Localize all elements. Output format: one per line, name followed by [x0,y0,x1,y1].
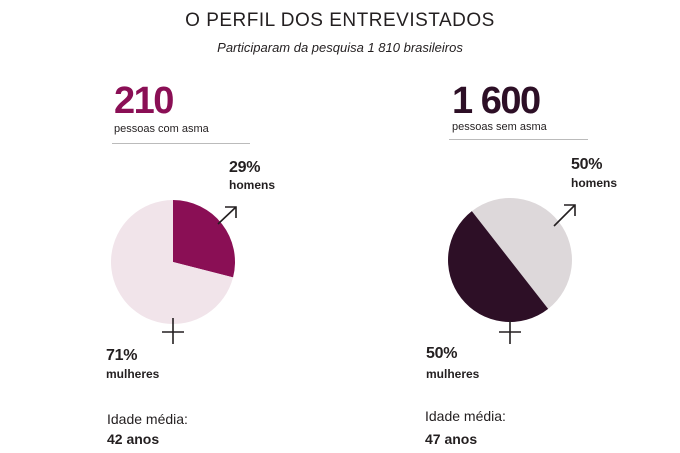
no-asthma-pie [448,198,572,322]
asthma-age-label: Idade média: [107,411,188,427]
no-asthma-women-label: mulheres [426,367,480,381]
no-asthma-men-label: homens [571,176,618,190]
asthma-count: 210 [114,80,174,122]
male-symbol-icon [217,206,237,225]
no-asthma-count-label: pessoas sem asma [452,121,547,133]
divider [112,143,250,144]
asthma-pie [110,200,235,324]
male-symbol-icon [553,204,576,227]
asthma-count-label: pessoas com asma [114,123,209,135]
asthma-men-slice [173,200,235,278]
no-asthma-age-label: Idade média: [425,408,506,424]
no-asthma-men-slice [471,198,572,309]
no-asthma-age-value: 47 anos [425,431,478,447]
asthma-men-value: 29% [229,159,261,176]
chart-subtitle: Participaram da pesquisa 1 810 brasileir… [217,40,463,55]
asthma-women-slice [110,200,234,324]
no-asthma-count: 1 600 [452,80,541,122]
no-asthma-men-value: 50% [571,156,603,173]
female-symbol-icon [162,318,184,344]
chart-title: O PERFIL DOS ENTREVISTADOS [185,10,495,31]
divider [449,139,588,140]
asthma-women-value: 71% [106,347,138,364]
asthma-men-label: homens [229,178,276,192]
asthma-age-value: 42 anos [107,431,160,447]
no-asthma-women-slice [448,211,549,322]
no-asthma-women-value: 50% [426,345,458,362]
asthma-women-label: mulheres [106,367,160,381]
female-symbol-icon [499,321,521,344]
